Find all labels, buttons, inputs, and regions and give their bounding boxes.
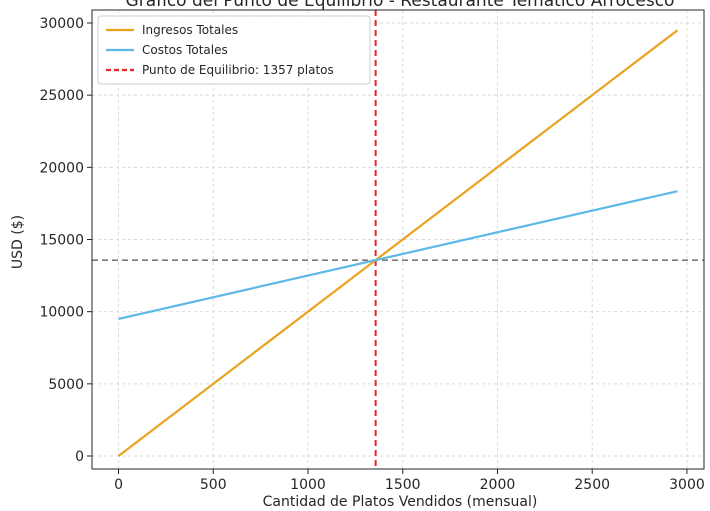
y-axis-ticks: 0 5000 10000 15000 20000 25000 30000 — [39, 16, 92, 465]
y-tick-label-0: 0 — [75, 449, 84, 465]
series-layer — [117, 29, 679, 457]
y-tick-label-20000: 20000 — [39, 160, 84, 176]
x-tick-label-1000: 1000 — [290, 477, 326, 493]
x-tick-label-500: 500 — [200, 477, 227, 493]
legend-label-0: Ingresos Totales — [142, 23, 238, 37]
y-axis-label: USD ($) — [10, 215, 26, 269]
legend-label-2: Punto de Equilibrio: 1357 platos — [142, 63, 334, 77]
x-tick-label-2500: 2500 — [574, 477, 610, 493]
series-line-costos-totales — [118, 190, 678, 320]
y-tick-label-30000: 30000 — [39, 16, 84, 32]
chart-title: Gráfico del Punto de Equilibrio - Restau… — [126, 0, 675, 11]
legend-box — [97, 15, 371, 85]
x-axis-label: Cantidad de Platos Vendidos (mensual) — [263, 494, 538, 510]
legend-items: Ingresos Totales Costos Totales Punto de E… — [106, 23, 334, 77]
x-axis-ticks: 0 500 1000 1500 2000 2500 3000 — [114, 469, 705, 493]
legend-label-1: Costos Totales — [142, 43, 228, 57]
y-tick-label-5000: 5000 — [48, 377, 84, 393]
y-tick-label-10000: 10000 — [39, 305, 84, 321]
y-tick-label-25000: 25000 — [39, 88, 84, 104]
legend: Ingresos Totales Costos Totales Punto de E… — [97, 15, 371, 85]
y-tick-label-15000: 15000 — [39, 233, 84, 249]
series-line-ingresos-totales — [117, 29, 679, 457]
x-tick-label-1500: 1500 — [385, 477, 421, 493]
x-tick-label-3000: 3000 — [669, 477, 705, 493]
reference-lines-layer — [92, 10, 704, 469]
x-tick-label-0: 0 — [114, 477, 123, 493]
x-tick-label-2000: 2000 — [480, 477, 516, 493]
